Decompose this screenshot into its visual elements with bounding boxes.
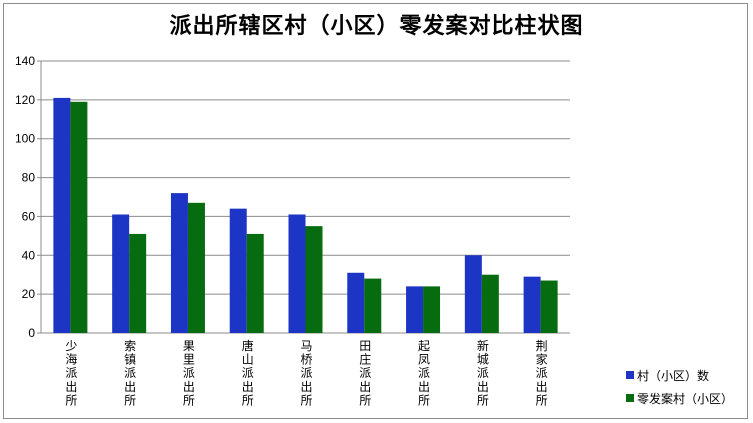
x-tick-label: 出 <box>65 380 77 394</box>
bar <box>70 101 88 333</box>
x-tick-label: 桥 <box>300 353 312 367</box>
legend-label: 村（小区）数 <box>637 368 709 383</box>
y-tick-label: 140 <box>15 54 35 68</box>
bar <box>53 97 71 334</box>
x-tick-label: 派 <box>536 366 548 380</box>
x-tick-label: 出 <box>183 380 195 394</box>
bar <box>523 276 541 333</box>
x-tick-label: 派 <box>65 366 77 380</box>
x-tick-label: 派 <box>300 366 312 380</box>
x-tick-label: 田 <box>359 339 371 353</box>
bar <box>170 193 188 333</box>
y-tick-label: 20 <box>22 287 36 301</box>
x-tick-label: 海 <box>65 352 77 367</box>
x-tick-label: 派 <box>183 366 195 380</box>
bar <box>464 255 482 333</box>
x-tick-label: 所 <box>477 393 489 407</box>
x-tick-label: 果 <box>183 339 195 353</box>
x-tick-label: 出 <box>124 380 136 394</box>
x-tick-label: 所 <box>242 393 254 407</box>
x-tick-label: 新 <box>477 338 489 353</box>
chart-title: 派出所辖区村（小区）零发案对比柱状图 <box>169 14 584 39</box>
x-tick-label: 马 <box>300 339 312 353</box>
x-tick-label: 索 <box>124 339 136 353</box>
y-tick-label: 40 <box>22 248 36 262</box>
bar <box>305 226 323 333</box>
x-tick-label: 所 <box>300 393 312 407</box>
bar <box>129 233 147 333</box>
y-tick-label: 80 <box>22 171 36 185</box>
x-tick-label: 派 <box>359 366 371 380</box>
x-tick-label: 所 <box>359 393 371 407</box>
x-tick-label: 庄 <box>359 352 371 367</box>
x-tick-label: 出 <box>359 380 371 394</box>
x-tick-label: 派 <box>124 366 136 380</box>
x-tick-label: 少 <box>65 339 77 353</box>
x-tick-label: 凤 <box>418 353 430 367</box>
bar <box>481 274 499 333</box>
x-tick-label: 所 <box>536 393 548 407</box>
x-tick-label: 出 <box>242 380 254 394</box>
y-tick-label: 100 <box>15 132 35 146</box>
y-tick-label: 60 <box>22 209 36 223</box>
x-tick-label: 镇 <box>124 353 136 367</box>
legend-swatch <box>626 371 634 379</box>
x-tick-label: 派 <box>477 366 489 380</box>
bar <box>229 208 247 333</box>
legend-label: 零发案村（小区） <box>637 391 733 406</box>
x-tick-label: 家 <box>536 352 548 367</box>
x-tick-label: 派 <box>418 366 430 380</box>
bar <box>364 278 382 333</box>
bar <box>112 214 130 333</box>
bar <box>246 233 264 333</box>
x-tick-label: 城 <box>477 353 489 367</box>
bar <box>187 202 205 333</box>
bar <box>288 214 306 333</box>
x-tick-label: 里 <box>183 353 195 367</box>
x-tick-label: 荆 <box>536 339 548 353</box>
y-tick-label: 120 <box>15 93 35 107</box>
bar <box>423 286 441 333</box>
x-tick-label: 所 <box>183 393 195 407</box>
y-tick-label: 0 <box>28 326 35 340</box>
chart-frame <box>3 3 748 419</box>
x-tick-label: 派 <box>242 366 254 380</box>
x-tick-label: 出 <box>536 380 548 394</box>
x-tick-label: 所 <box>65 393 77 407</box>
x-tick-label: 出 <box>418 380 430 394</box>
bar <box>347 272 365 333</box>
legend-swatch <box>626 394 634 402</box>
x-tick-label: 出 <box>477 380 489 394</box>
x-tick-label: 唐 <box>242 338 254 353</box>
x-tick-label: 所 <box>418 393 430 407</box>
bar <box>406 286 424 333</box>
x-tick-label: 起 <box>418 339 430 353</box>
x-tick-label: 所 <box>124 393 136 407</box>
x-tick-label: 出 <box>300 380 312 394</box>
x-tick-label: 山 <box>242 353 254 367</box>
bar <box>540 280 558 333</box>
